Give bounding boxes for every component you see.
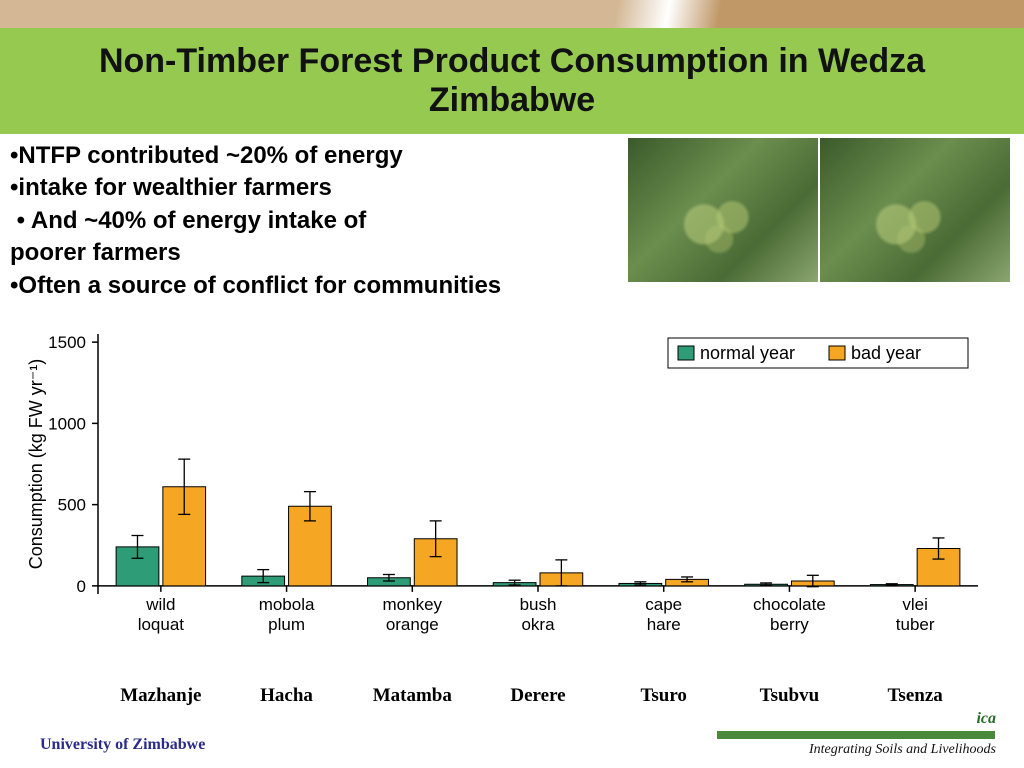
local-name: Derere	[475, 685, 601, 707]
bullet-item: •NTFP contributed ~20% of energy	[10, 140, 710, 172]
local-name: Mazhanje	[98, 685, 224, 707]
svg-text:bush: bush	[520, 595, 557, 614]
svg-text:berry: berry	[770, 615, 809, 634]
footer-left: University of Zimbabwe	[40, 736, 205, 754]
footer-right: ica Integrating Soils and Livelihoods	[716, 710, 996, 758]
chart-svg: 0 500 1000 1500Consumption (kg FW yr⁻¹) wild…	[20, 320, 1010, 680]
svg-text:plum: plum	[268, 615, 305, 634]
svg-text:chocolate: chocolate	[753, 595, 826, 614]
local-name: Tsenza	[852, 685, 978, 707]
svg-text:mobola: mobola	[259, 595, 315, 614]
bullet-text: And ~40% of energy intake of	[25, 207, 366, 234]
bullet-item: poorer farmers	[10, 237, 710, 269]
bullet-item: •Often a source of conflict for communit…	[10, 270, 710, 302]
footer-left-text: University of Zimbabwe	[40, 736, 205, 753]
svg-text:0: 0	[77, 577, 86, 596]
svg-text:okra: okra	[521, 615, 555, 634]
bullet-text: Often a source of conflict for communiti…	[18, 272, 501, 299]
bullet-text: intake for wealthier farmers	[18, 174, 331, 201]
bullet-text: poorer farmers	[10, 239, 181, 266]
svg-text:vlei: vlei	[902, 595, 928, 614]
content-block: •NTFP contributed ~20% of energy •intake…	[10, 140, 1014, 302]
svg-text:bad year: bad year	[851, 343, 921, 363]
footer-bar	[716, 730, 996, 740]
svg-text:1500: 1500	[48, 333, 86, 352]
bullet-item: • And ~40% of energy intake of	[10, 205, 710, 237]
local-name: Hacha	[224, 685, 350, 707]
local-name: Tsubvu	[727, 685, 853, 707]
bullet-text: NTFP contributed ~20% of energy	[18, 142, 402, 169]
page-title: Non-Timber Forest Product Consumption in…	[30, 42, 994, 120]
svg-text:1000: 1000	[48, 414, 86, 433]
footer-ica: ica	[716, 710, 996, 728]
svg-text:normal year: normal year	[700, 343, 795, 363]
svg-text:orange: orange	[386, 615, 439, 634]
footer-sub: Integrating Soils and Livelihoods	[716, 742, 996, 758]
local-name: Matamba	[349, 685, 475, 707]
bullet-list: •NTFP contributed ~20% of energy •intake…	[10, 140, 710, 302]
svg-text:hare: hare	[647, 615, 681, 634]
local-name: Tsuro	[601, 685, 727, 707]
consumption-chart: 0 500 1000 1500Consumption (kg FW yr⁻¹) wild…	[20, 320, 1010, 680]
svg-text:loquat: loquat	[138, 615, 185, 634]
svg-text:cape: cape	[645, 595, 682, 614]
bullet-item: •intake for wealthier farmers	[10, 172, 710, 204]
svg-text:500: 500	[58, 496, 86, 515]
svg-text:monkey: monkey	[383, 595, 443, 614]
svg-text:Consumption (kg FW yr⁻¹): Consumption (kg FW yr⁻¹)	[26, 359, 46, 570]
svg-text:wild: wild	[145, 595, 175, 614]
svg-text:tuber: tuber	[896, 615, 935, 634]
title-banner: Non-Timber Forest Product Consumption in…	[0, 28, 1024, 134]
